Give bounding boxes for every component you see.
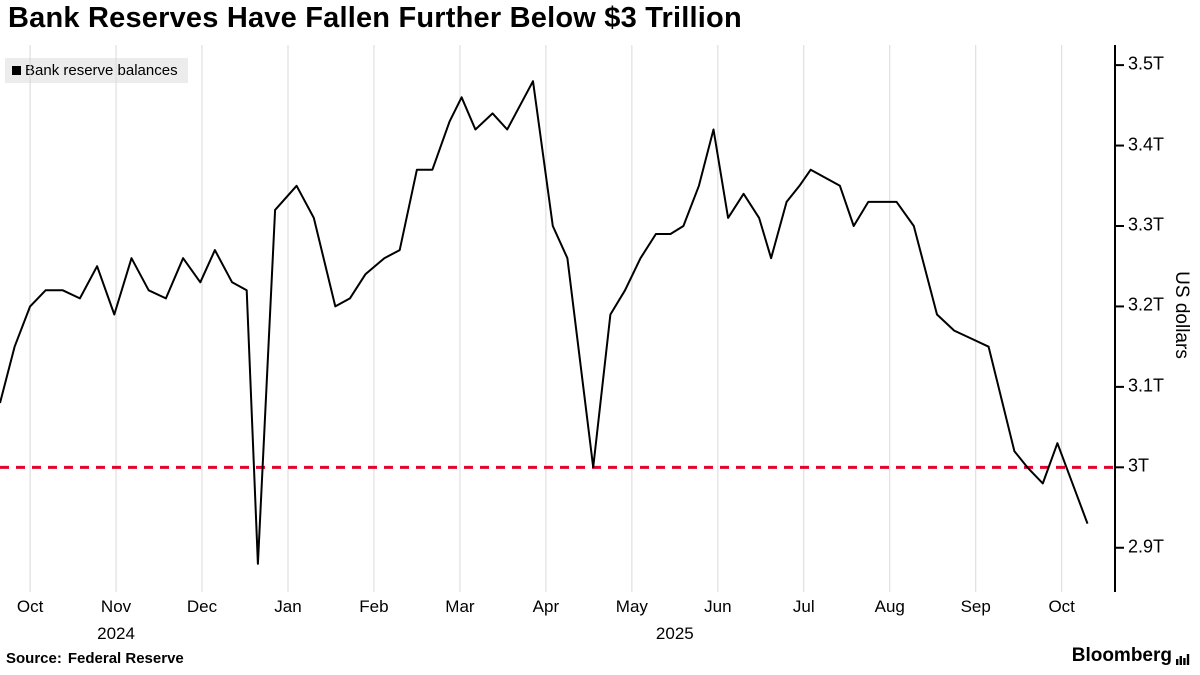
y-tick-label: 3.5T — [1128, 53, 1165, 74]
y-axis-title: US dollars — [1171, 271, 1192, 359]
x-tick-label: Sep — [960, 597, 991, 616]
y-tick-label: 3T — [1128, 455, 1150, 476]
y-tick-label: 3.4T — [1128, 133, 1165, 154]
source-note: Source: Federal Reserve — [6, 650, 184, 667]
x-tick-label: Jul — [792, 597, 815, 616]
source-prefix: Source: — [6, 650, 62, 667]
y-tick-label: 3.1T — [1128, 375, 1165, 396]
x-tick-label: Mar — [445, 597, 475, 616]
year-label: 2025 — [655, 624, 694, 643]
x-tick-label: Jan — [274, 597, 302, 616]
y-tick-label: 3.3T — [1128, 214, 1165, 235]
bloomberg-logo: Bloomberg — [1072, 645, 1190, 667]
legend: Bank reserve balances — [5, 58, 188, 83]
x-tick-label: May — [615, 597, 648, 616]
chart-title: Bank Reserves Have Fallen Further Below … — [8, 2, 742, 34]
y-tick-label: 2.9T — [1128, 536, 1165, 557]
x-tick-label: Jun — [704, 597, 732, 616]
bloomberg-wordmark: Bloomberg — [1071, 645, 1172, 666]
reserves-line-series — [0, 80, 1089, 565]
x-tick-label: Dec — [186, 597, 218, 616]
year-label: 2024 — [97, 624, 135, 643]
source-text: Federal Reserve — [67, 650, 184, 667]
x-tick-label: Oct — [1048, 597, 1075, 616]
x-tick-label: Apr — [532, 597, 560, 616]
x-tick-label: Aug — [874, 597, 905, 616]
y-tick-label: 3.2T — [1128, 294, 1165, 315]
legend-label: Bank reserve balances — [25, 62, 178, 79]
x-tick-label: Nov — [100, 597, 132, 616]
x-tick-label: Feb — [359, 597, 389, 616]
bloomberg-logo-icon — [1176, 653, 1190, 665]
legend-swatch-icon — [12, 66, 21, 75]
x-tick-label: Oct — [16, 597, 44, 616]
